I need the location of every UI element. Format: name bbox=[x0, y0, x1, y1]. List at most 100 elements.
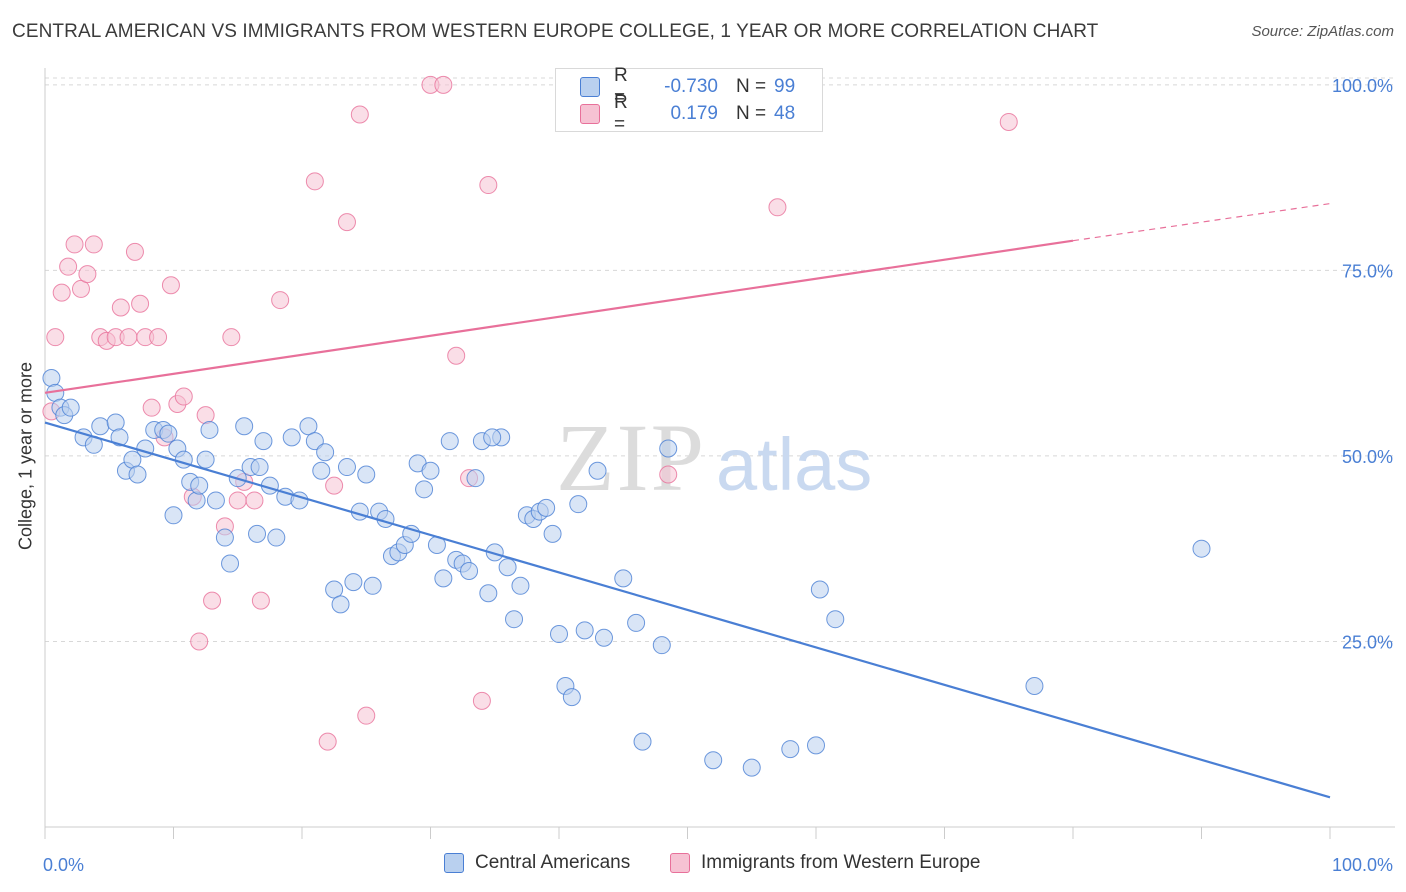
data-point bbox=[206, 491, 225, 510]
data-point bbox=[479, 584, 498, 603]
data-point bbox=[228, 491, 247, 510]
data-point bbox=[159, 424, 178, 443]
tick-labels: 25.0% 50.0% 75.0% 100.0% 0.0% 100.0% bbox=[43, 76, 1393, 875]
data-point bbox=[550, 625, 568, 644]
data-point bbox=[344, 573, 363, 592]
data-point bbox=[318, 732, 337, 751]
data-point bbox=[59, 257, 78, 276]
data-point bbox=[742, 758, 761, 777]
data-point bbox=[282, 428, 301, 447]
data-point bbox=[363, 576, 382, 595]
data-point bbox=[250, 458, 269, 477]
data-point bbox=[810, 580, 829, 599]
watermark: ZIP atlas bbox=[556, 404, 872, 511]
series-central-americans-points bbox=[42, 368, 1211, 777]
data-point bbox=[245, 491, 264, 510]
data-point bbox=[111, 298, 130, 317]
data-point bbox=[659, 465, 678, 484]
watermark-zip: ZIP bbox=[556, 404, 706, 511]
legend-item-central-americans: Central Americans bbox=[444, 852, 630, 874]
data-point bbox=[999, 112, 1018, 131]
data-point bbox=[235, 417, 254, 436]
y-tick-label: 25.0% bbox=[1342, 632, 1393, 652]
data-point bbox=[440, 432, 459, 451]
x-tick-label: 100.0% bbox=[1332, 855, 1393, 875]
data-point bbox=[614, 569, 633, 588]
data-point bbox=[248, 524, 267, 543]
chart-title: CENTRAL AMERICAN VS IMMIGRANTS FROM WEST… bbox=[12, 21, 1099, 42]
data-point bbox=[485, 543, 504, 562]
data-point bbox=[505, 610, 524, 629]
legend-n-value: 48 bbox=[774, 103, 796, 124]
data-point bbox=[479, 176, 498, 195]
data-point bbox=[826, 610, 845, 629]
data-point bbox=[337, 458, 356, 477]
data-point bbox=[164, 506, 183, 525]
data-point bbox=[633, 732, 652, 751]
data-point bbox=[46, 328, 65, 347]
data-point bbox=[203, 591, 222, 610]
data-point bbox=[768, 198, 787, 217]
y-tick-label: 75.0% bbox=[1342, 261, 1393, 281]
legend-swatch-blue bbox=[444, 853, 464, 873]
data-point bbox=[575, 621, 594, 640]
data-point bbox=[594, 628, 613, 647]
data-point bbox=[305, 172, 324, 191]
data-point bbox=[472, 691, 491, 710]
legend-n-label: N = bbox=[736, 103, 767, 124]
data-point bbox=[215, 528, 234, 547]
data-point bbox=[61, 398, 80, 417]
legend-item-western-europe: Immigrants from Western Europe bbox=[670, 852, 980, 874]
data-point bbox=[305, 432, 324, 451]
data-point bbox=[52, 283, 71, 302]
y-tick-label: 100.0% bbox=[1332, 76, 1393, 96]
y-tick-label: 50.0% bbox=[1342, 447, 1393, 467]
data-point bbox=[254, 432, 273, 451]
data-point bbox=[543, 524, 562, 543]
chart-source: Source: ZipAtlas.com bbox=[1251, 23, 1394, 40]
trend-lines bbox=[44, 202, 1331, 799]
data-point bbox=[190, 632, 209, 651]
data-point bbox=[110, 428, 129, 447]
data-point bbox=[222, 328, 241, 347]
data-point bbox=[119, 328, 138, 347]
data-point bbox=[200, 420, 219, 439]
data-point bbox=[84, 235, 103, 254]
watermark-atlas: atlas bbox=[716, 423, 872, 506]
legend-label-central-americans: Central Americans bbox=[475, 852, 631, 873]
data-point bbox=[569, 495, 588, 514]
data-point bbox=[704, 751, 723, 770]
legend-n-value: 99 bbox=[774, 76, 796, 97]
data-point bbox=[78, 265, 97, 284]
data-point bbox=[659, 439, 678, 458]
legend-row-blue: R = -0.730 N = 99 bbox=[580, 65, 796, 108]
data-point bbox=[187, 491, 206, 510]
data-point bbox=[357, 465, 376, 484]
data-point bbox=[71, 279, 90, 298]
data-point bbox=[299, 417, 318, 436]
trend-line-western-europe bbox=[44, 239, 1074, 394]
data-point bbox=[537, 498, 556, 517]
data-point bbox=[337, 213, 356, 232]
data-point bbox=[271, 291, 290, 310]
data-point bbox=[312, 461, 331, 480]
data-point bbox=[149, 328, 168, 347]
data-point bbox=[42, 368, 61, 387]
legend-r-label: R = bbox=[614, 65, 628, 108]
data-point bbox=[466, 469, 485, 488]
y-axis-label: College, 1 year or more bbox=[15, 361, 36, 551]
data-point bbox=[434, 569, 453, 588]
trend-line-western-europe-extension bbox=[1072, 202, 1331, 242]
data-point bbox=[131, 294, 150, 313]
data-point bbox=[325, 476, 344, 495]
data-point bbox=[498, 558, 517, 577]
legend-swatch-blue bbox=[580, 77, 600, 97]
data-point bbox=[196, 406, 215, 425]
data-point bbox=[251, 591, 270, 610]
gridlines bbox=[45, 77, 1395, 642]
correlation-legend: R = -0.730 N = 99 R = 0.179 N = 48 bbox=[555, 65, 823, 135]
data-point bbox=[221, 554, 240, 573]
legend-swatch-pink bbox=[670, 853, 690, 873]
legend-row-pink: R = 0.179 N = 48 bbox=[580, 92, 796, 135]
data-point bbox=[65, 235, 84, 254]
